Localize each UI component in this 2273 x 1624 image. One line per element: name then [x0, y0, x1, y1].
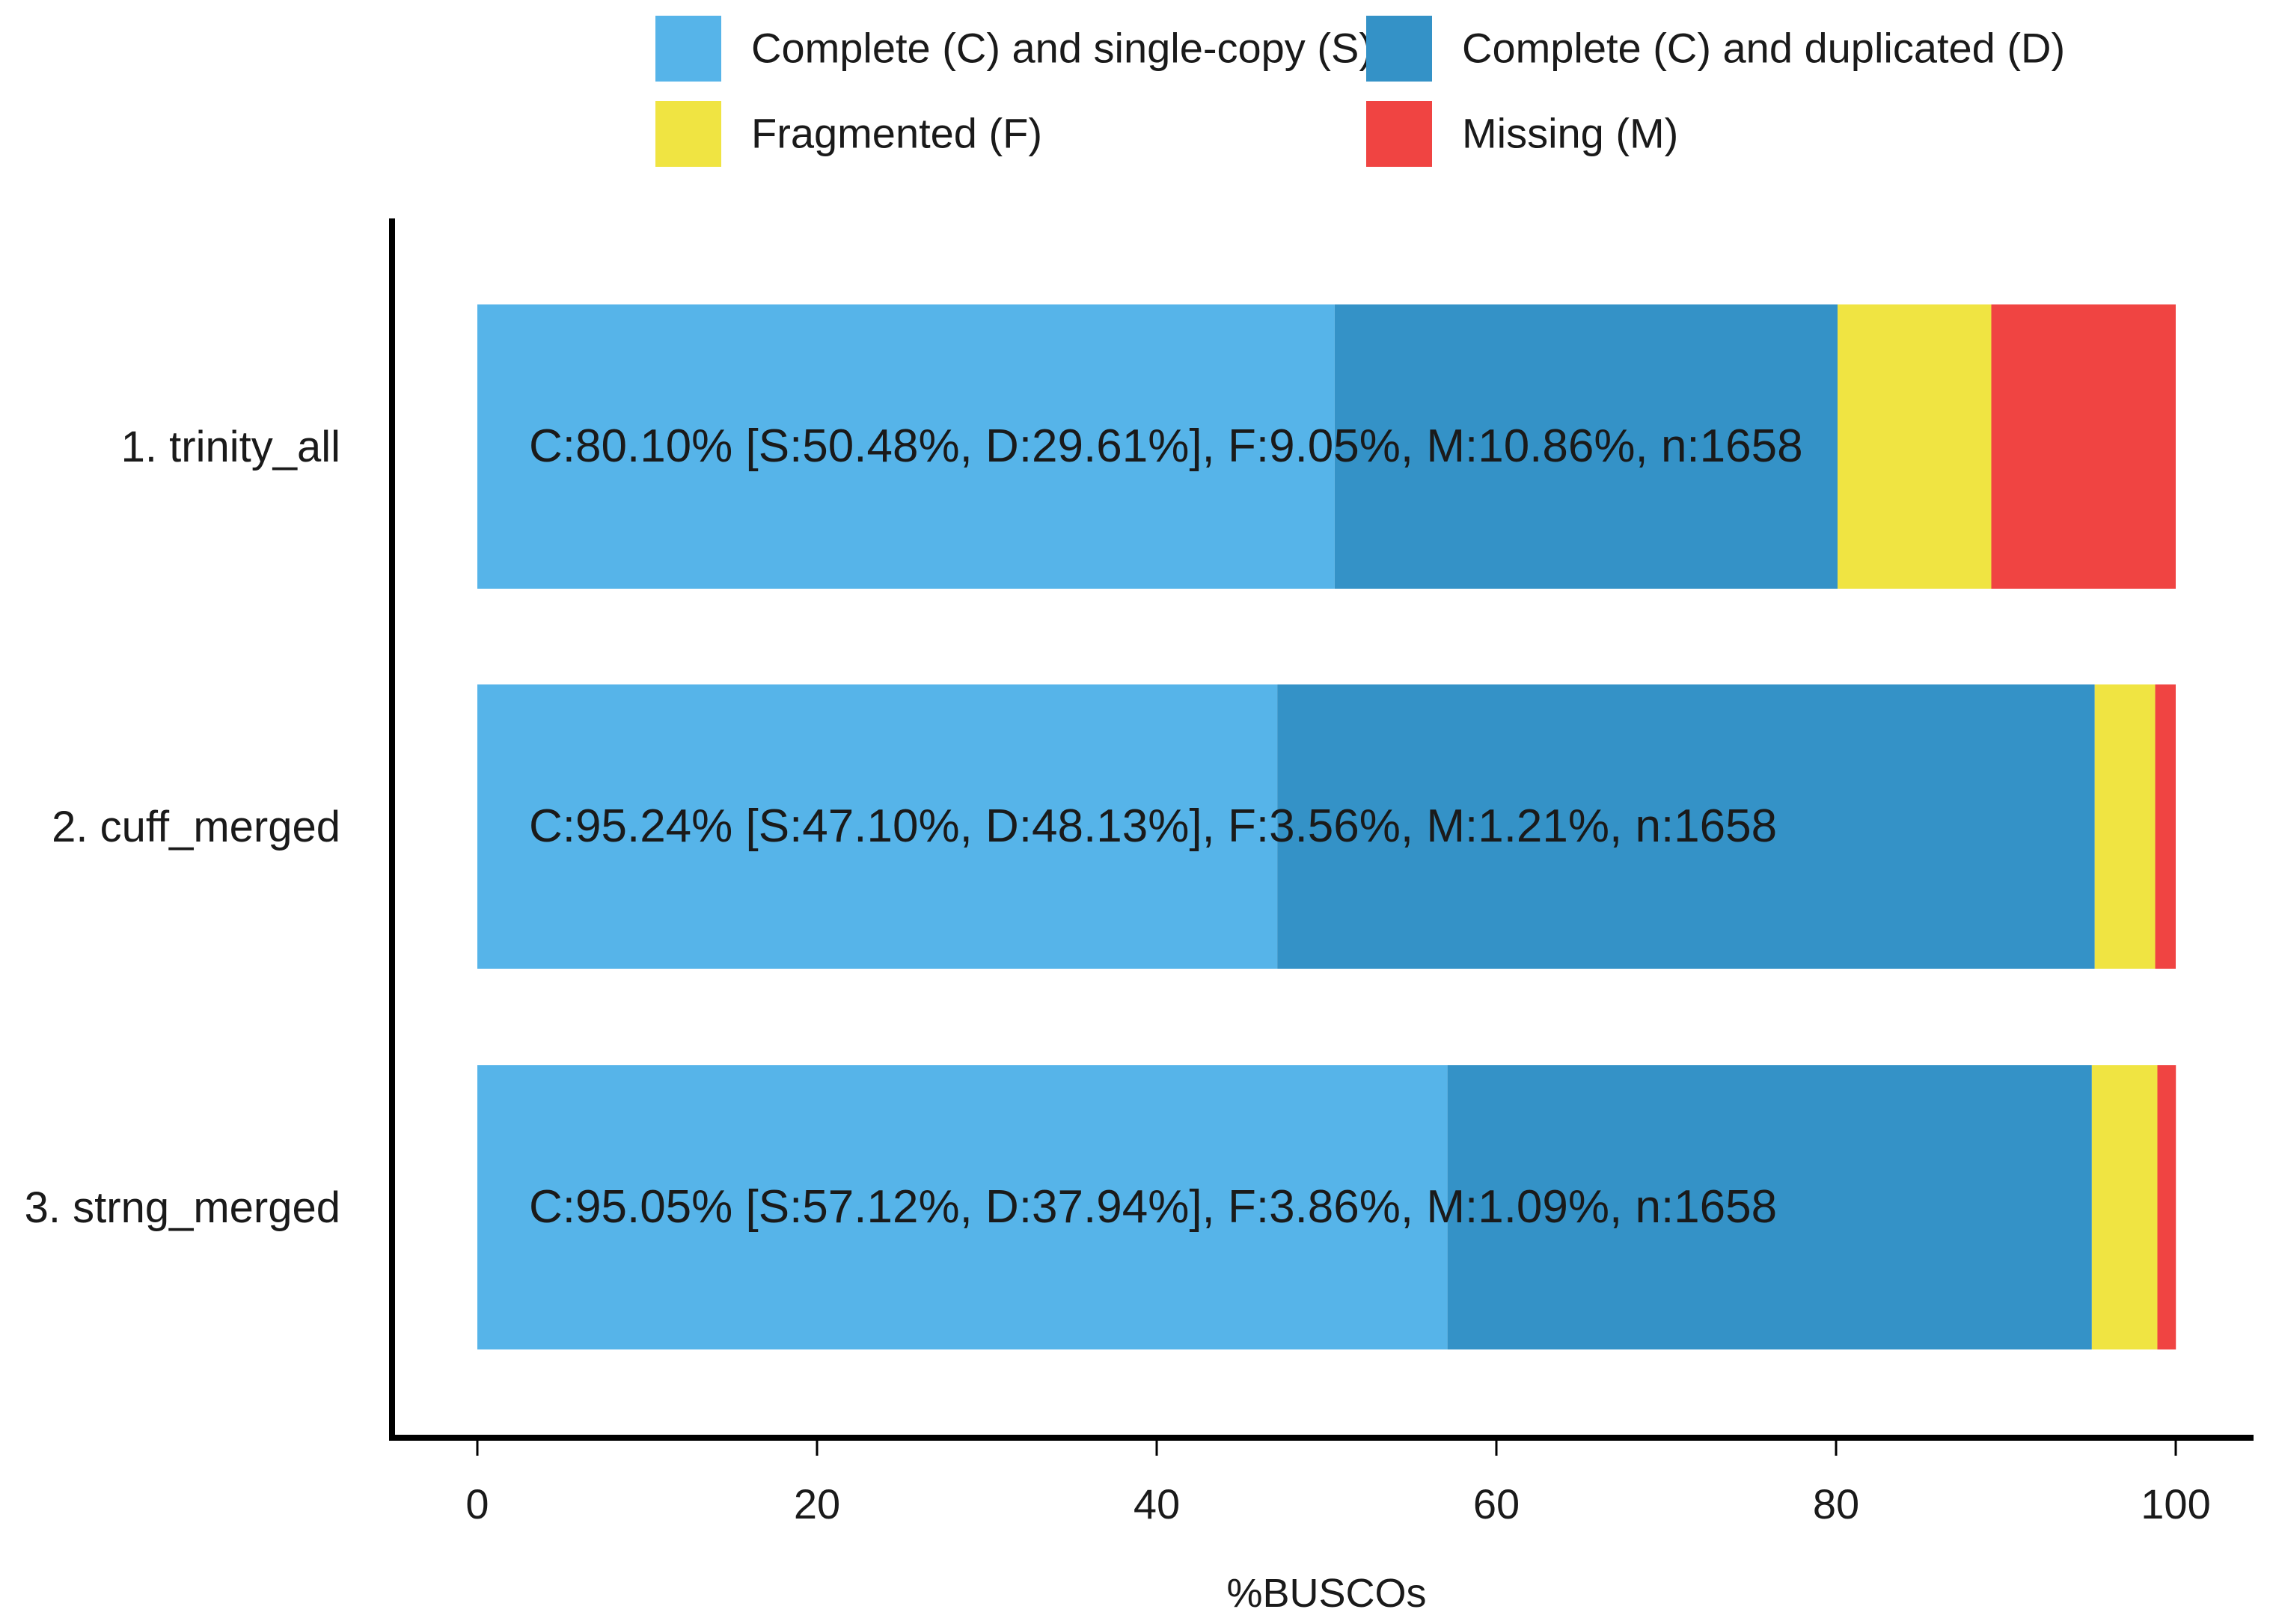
legend: Complete (C) and single-copy (S) Complete…	[655, 16, 2065, 167]
bar-segment-3-s	[477, 1065, 1448, 1349]
bar-segment-1-f	[1838, 304, 1992, 589]
bar-segment-1-m	[1991, 304, 2176, 589]
bar-group-3: C:95.05% [S:57.12%, D:37.94%], F:3.86%, …	[477, 1065, 2176, 1349]
x-tick-label-40: 40	[1134, 1480, 1180, 1528]
bar-segment-3-f	[2091, 1065, 2158, 1349]
x-tick-label-60: 60	[1473, 1480, 1520, 1528]
legend-item-s: Complete (C) and single-copy (S)	[655, 16, 1373, 82]
legend-swatch-d	[1366, 16, 1432, 82]
legend-swatch-f	[655, 101, 721, 167]
bar-annotation-2: C:95.24% [S:47.10%, D:48.13%], F:3.56%, …	[529, 800, 1777, 852]
bar-segment-2-f	[2094, 684, 2156, 969]
bar-group-2: C:95.24% [S:47.10%, D:48.13%], F:3.56%, …	[477, 684, 2176, 969]
bar-segment-1-s	[477, 304, 1335, 589]
bar-segment-3-d	[1447, 1065, 2092, 1349]
category-label-3: 3. strng_merged	[25, 1183, 340, 1232]
legend-label-f: Fragmented (F)	[751, 110, 1042, 157]
x-tick-label-100: 100	[2141, 1480, 2210, 1528]
bar-segment-3-m	[2157, 1065, 2176, 1349]
bars: C:80.10% [S:50.48%, D:29.61%], F:9.05%, …	[477, 304, 2176, 1349]
x-axis-title: %BUSCOs	[1226, 1571, 1426, 1616]
x-tick-label-20: 20	[794, 1480, 840, 1528]
bar-group-1: C:80.10% [S:50.48%, D:29.61%], F:9.05%, …	[477, 304, 2176, 589]
legend-swatch-m	[1366, 101, 1432, 167]
category-labels: 1. trinity_all 2. cuff_merged 3. strng_mer…	[25, 423, 340, 1232]
legend-label-m: Missing (M)	[1462, 110, 1678, 157]
bar-segment-2-m	[2155, 684, 2176, 969]
bar-segment-2-s	[477, 684, 1278, 969]
x-tick-label-0: 0	[465, 1480, 489, 1528]
bar-annotation-3: C:95.05% [S:57.12%, D:37.94%], F:3.86%, …	[529, 1181, 1777, 1233]
legend-item-d: Complete (C) and duplicated (D)	[1366, 16, 2065, 82]
legend-item-f: Fragmented (F)	[655, 101, 1042, 167]
bar-segment-2-d	[1277, 684, 2095, 969]
category-label-2: 2. cuff_merged	[52, 803, 340, 851]
x-axis: 0 20 40 60 80 100 %BUSCOs	[389, 218, 2254, 1616]
x-tick-label-80: 80	[1813, 1480, 1859, 1528]
legend-label-d: Complete (C) and duplicated (D)	[1462, 25, 2065, 72]
bar-segment-1-d	[1334, 304, 1838, 589]
legend-swatch-s	[655, 16, 721, 82]
bar-annotation-1: C:80.10% [S:50.48%, D:29.61%], F:9.05%, …	[529, 420, 1803, 472]
category-label-1: 1. trinity_all	[121, 423, 340, 471]
legend-item-m: Missing (M)	[1366, 101, 1678, 167]
legend-label-s: Complete (C) and single-copy (S)	[751, 25, 1373, 72]
